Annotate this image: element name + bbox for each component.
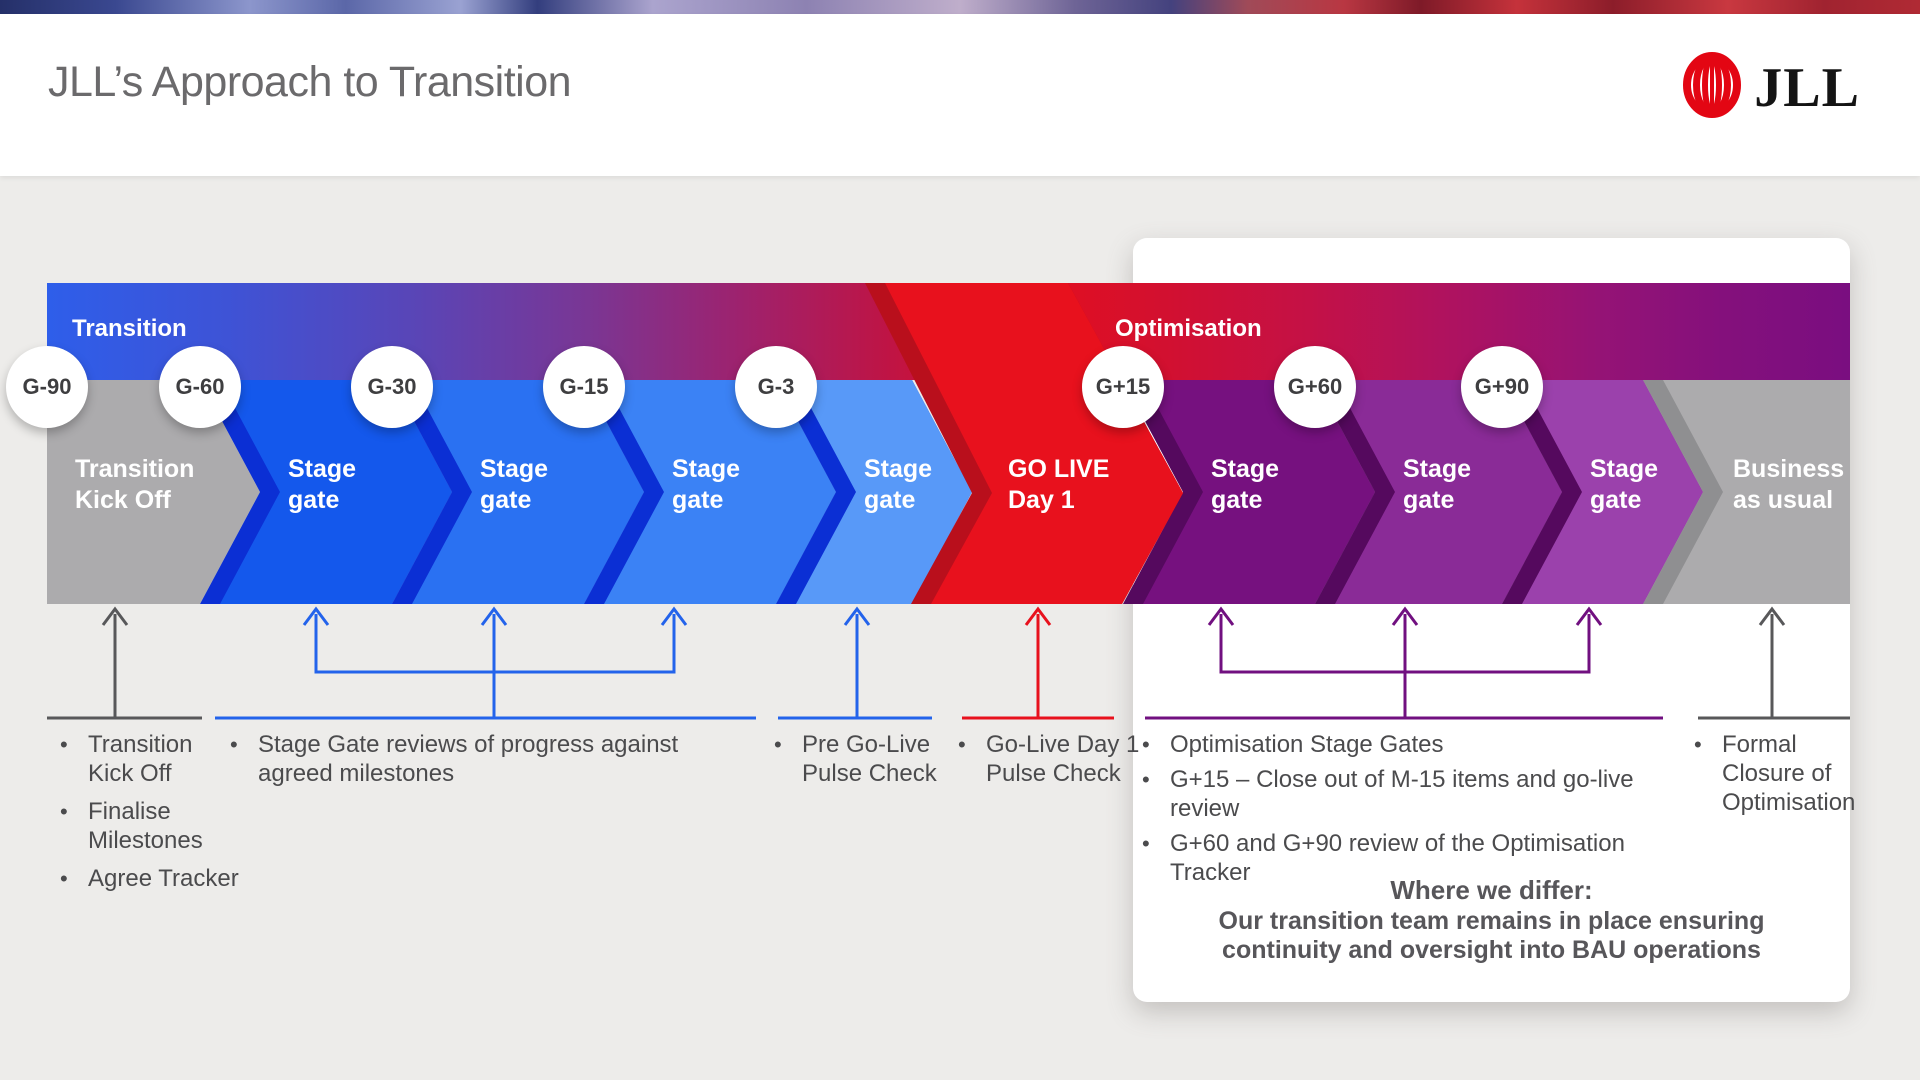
jll-logo-text: JLL <box>1754 56 1860 119</box>
milestone-badge-g+60: G+60 <box>1274 346 1356 428</box>
list-item: Formal Closure of Optimisation <box>1692 730 1862 817</box>
callout-heading: Where we differ: <box>1390 875 1593 905</box>
optimisation-bracket-arrows <box>1145 606 1663 720</box>
chevron-label: Stage gate <box>288 455 357 514</box>
kickoff-arrow <box>47 606 202 720</box>
list-item: Go-Live Day 1 Pulse Check <box>956 730 1146 788</box>
chevron-label: Transition Kick Off <box>75 455 195 514</box>
go-live-pulse-arrow <box>962 606 1114 720</box>
chevron-label: Stage gate <box>1403 455 1472 514</box>
milestone-badge-g+90: G+90 <box>1461 346 1543 428</box>
list-item: G+60 and G+90 review of the Optimisation… <box>1140 829 1700 887</box>
list-item: Transition Kick Off <box>58 730 248 788</box>
formal-closure-bullet-list: Formal Closure of Optimisation <box>1692 730 1862 826</box>
chevron-label: Stage gate <box>1590 455 1659 514</box>
milestone-badge-g-30: G-30 <box>351 346 433 428</box>
top-photo-strip <box>0 0 1920 14</box>
callout-line: continuity and oversight into BAU operat… <box>1222 936 1761 964</box>
optimisation-bullet-list: Optimisation Stage Gates G+15 – Close ou… <box>1140 730 1700 893</box>
milestone-badge-g-90: G-90 <box>6 346 88 428</box>
chevron-label: Stage gate <box>1211 455 1280 514</box>
list-item: Finalise Milestones <box>58 797 248 855</box>
slide-header: JLL’s Approach to Transition JLL <box>0 14 1920 176</box>
list-item: Pre Go-Live Pulse Check <box>772 730 962 788</box>
formal-closure-arrow <box>1698 606 1850 720</box>
callout-line: Our transition team remains in place ens… <box>1218 907 1765 935</box>
chevron-go-live: GO LIVE Day 1 <box>857 283 1183 604</box>
pre-go-live-bullet-list: Pre Go-Live Pulse Check <box>772 730 962 797</box>
chevron-label: GO LIVE Day 1 <box>1008 455 1110 514</box>
kickoff-bullet-list: Transition Kick Off Finalise Milestones … <box>58 730 248 902</box>
chevron-label: Stage gate <box>864 455 933 514</box>
go-live-bullet-list: Go-Live Day 1 Pulse Check <box>956 730 1146 797</box>
jll-logo: JLL <box>1682 52 1860 123</box>
list-item: G+15 – Close out of M-15 items and go-li… <box>1140 765 1700 823</box>
list-item: Stage Gate reviews of progress against a… <box>228 730 748 788</box>
transition-phase-label: Transition <box>72 315 187 342</box>
annotation-arrows <box>47 606 1850 720</box>
pre-go-live-arrow <box>778 606 932 720</box>
page-title: JLL’s Approach to Transition <box>48 58 572 106</box>
chevron-business-as-usual: Business as usual <box>1643 380 1850 604</box>
optimisation-phase-label: Optimisation <box>1115 315 1262 342</box>
milestone-badge-g+15: G+15 <box>1082 346 1164 428</box>
chevron-label: Business as usual <box>1733 455 1845 514</box>
chevron-stage-gate-1: Stage gate <box>200 380 452 604</box>
list-item: Agree Tracker <box>58 864 248 893</box>
milestone-badge-g-60: G-60 <box>159 346 241 428</box>
where-we-differ-callout: Where we differ: Our transition team rem… <box>1153 876 1830 965</box>
milestone-badge-g-3: G-3 <box>735 346 817 428</box>
list-item: Optimisation Stage Gates <box>1140 730 1700 759</box>
stage-gate-bullet-list: Stage Gate reviews of progress against a… <box>228 730 748 797</box>
chevron-label: Stage gate <box>480 455 549 514</box>
milestone-badge-g-15: G-15 <box>543 346 625 428</box>
stage-gate-bracket-arrows <box>215 606 756 720</box>
jll-globe-icon <box>1682 52 1742 123</box>
chevron-label: Stage gate <box>672 455 741 514</box>
